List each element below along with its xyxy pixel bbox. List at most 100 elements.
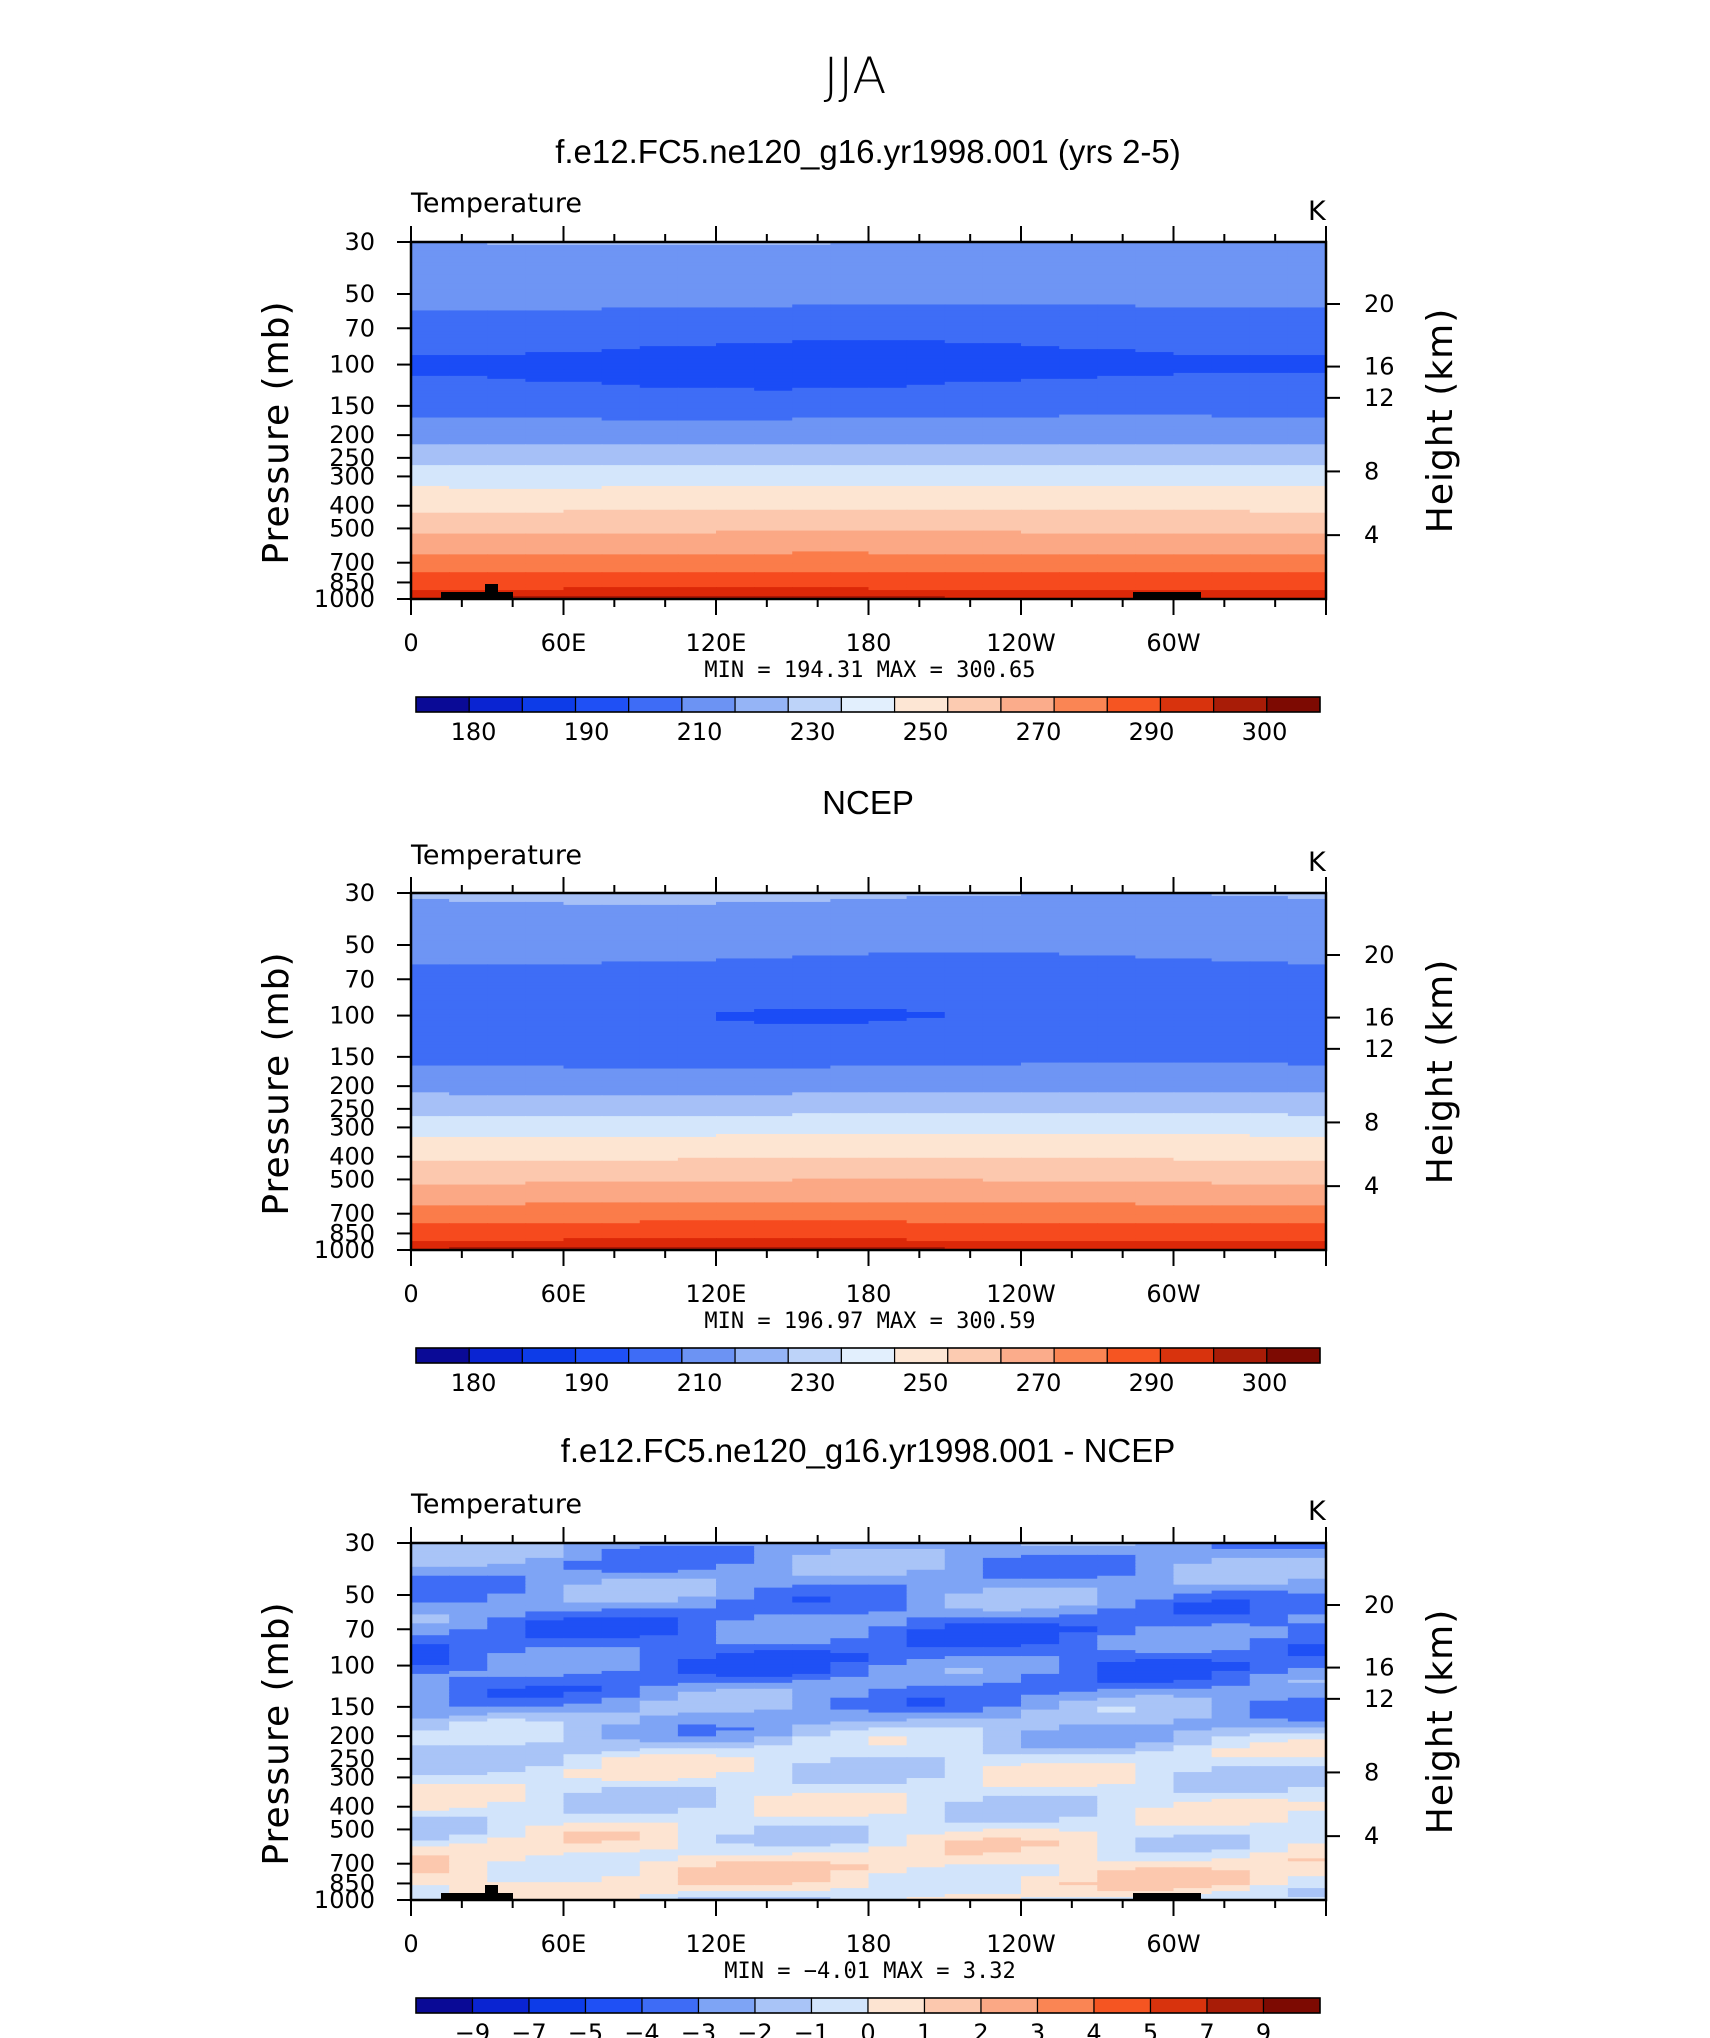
contour-band [1287,1050,1326,1055]
contour-band [830,913,870,918]
contour-band [982,289,1022,294]
contour-band [525,1074,565,1079]
contour-band [487,967,527,972]
contour-band [1249,1083,1289,1088]
contour-band [1097,1089,1137,1094]
contour-band [754,542,794,547]
contour-band [487,1136,527,1141]
contour-band [868,292,908,297]
contour-band [754,289,794,294]
contour-band [1097,563,1137,568]
colorbar-swatch [468,696,523,713]
y-right-tick-label: 4 [1364,521,1379,549]
contour-band [1287,468,1326,472]
contour-band [1287,515,1326,520]
contour-band [982,997,1022,1001]
contour-band [1097,390,1137,395]
contour-band [716,1089,755,1094]
contour-band [525,283,565,288]
contour-band [906,384,946,389]
contour-band [487,423,527,428]
contour-band [563,325,603,330]
contour-band [563,441,603,446]
contour-band [1097,465,1137,469]
contour-band [1287,390,1326,395]
contour-band [1173,1133,1213,1138]
contour-band [1059,340,1099,344]
contour-band [1287,584,1326,588]
contour-band [868,578,908,582]
contour-band [1211,955,1251,960]
contour-band [1173,277,1213,282]
contour-band [639,970,679,975]
contour-band [868,1133,908,1138]
contour-band [525,456,565,460]
contour-band [1021,274,1060,279]
contour-band [1135,542,1175,547]
contour-band [677,488,717,493]
contour-band [1211,994,1251,998]
contour-band [1021,545,1060,550]
contour-band [944,1074,984,1079]
contour-band [487,1023,527,1028]
contour-band [754,471,794,475]
contour-band [754,316,794,321]
contour-band [1249,563,1289,568]
contour-band [1135,381,1175,386]
contour-band [754,242,794,246]
contour-band [1097,533,1137,538]
contour-band [1287,253,1326,258]
contour-band [639,265,679,270]
contour-band [411,904,450,909]
contour-band [1097,503,1137,508]
contour-band [830,274,870,279]
contour-band [1249,991,1289,995]
contour-band [792,1107,832,1111]
contour-band [411,527,450,532]
contour-band [411,420,450,425]
contour-band [906,554,946,559]
contour-band [677,277,717,282]
contour-band [944,524,984,529]
contour-band [1173,1050,1213,1055]
contour-band [639,590,679,594]
contour-band [487,271,527,276]
contour-band [1097,343,1137,347]
contour-band [1287,590,1326,594]
contour-band [411,1086,450,1091]
y-tick-label: 250 [329,444,375,472]
contour-band [944,593,984,597]
contour-band [1287,964,1326,969]
contour-band [1135,283,1175,288]
contour-band [792,477,832,481]
contour-band [1249,904,1289,909]
contour-band [982,1000,1022,1004]
contour-band [868,551,908,556]
contour-band [487,283,527,288]
contour-band [716,1050,755,1055]
contour-band [1097,506,1137,511]
contour-band [487,1077,527,1082]
contour-band [944,250,984,255]
contour-band [1097,429,1137,434]
contour-band [677,1006,717,1010]
contour-band [1059,578,1099,582]
contour-band [1211,482,1251,487]
contour-band [639,895,679,900]
contour-band [487,545,527,550]
contour-band [982,916,1022,921]
contour-band [411,1104,450,1108]
contour-band [868,242,908,246]
contour-band [487,503,527,508]
contour-band [982,557,1022,562]
contour-band [411,1074,450,1079]
contour-band [830,337,870,341]
contour-band [754,590,794,594]
contour-band [525,322,565,327]
contour-band [982,946,1022,951]
contour-band [1135,1095,1175,1100]
contour-band [1059,289,1099,294]
contour-band [1135,1071,1175,1076]
contour-band [1287,946,1326,951]
contour-band [830,922,870,927]
